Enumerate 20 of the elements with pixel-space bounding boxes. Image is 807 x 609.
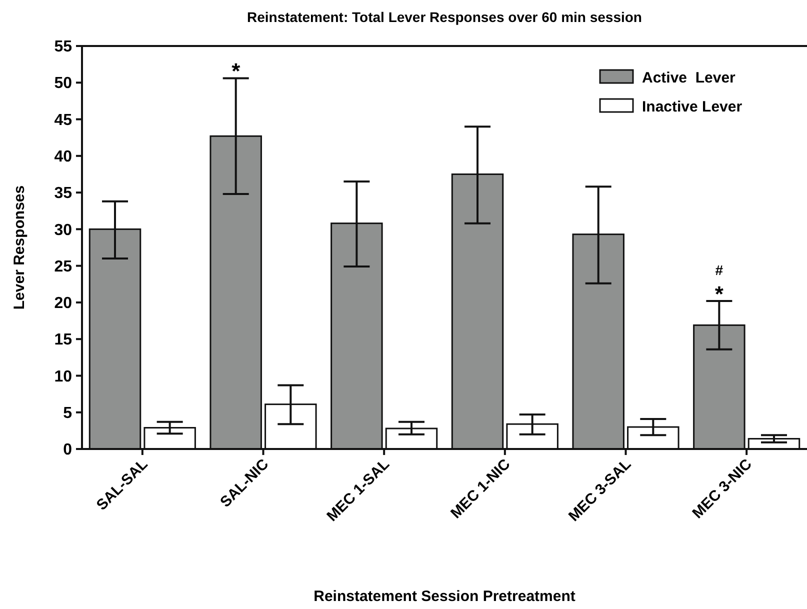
x-axis-title: Reinstatement Session Pretreatment (314, 588, 576, 605)
y-tick-label: 0 (63, 442, 72, 459)
chart-title: Reinstatement: Total Lever Responses over 60 min session (247, 9, 642, 25)
y-tick-label: 35 (54, 185, 72, 202)
y-tick-label: 55 (54, 38, 72, 56)
y-tick-label: 10 (54, 368, 72, 386)
annotation: # (715, 262, 724, 278)
y-tick-label: 45 (54, 112, 72, 129)
y-tick-label: 5 (63, 404, 72, 422)
y-axis-title: Lever Responses (11, 185, 28, 310)
y-tick-label: 15 (54, 332, 72, 349)
legend-label: Inactive Lever (642, 98, 742, 116)
y-tick-label: 40 (54, 148, 72, 166)
y-tick-label: 30 (54, 222, 72, 239)
annotation: * (714, 281, 724, 306)
legend-label: Active Lever (642, 69, 736, 86)
y-tick-label: 50 (54, 75, 72, 92)
y-tick-label: 20 (54, 295, 72, 312)
y-tick-label: 25 (54, 258, 72, 276)
annotation: * (232, 58, 241, 84)
